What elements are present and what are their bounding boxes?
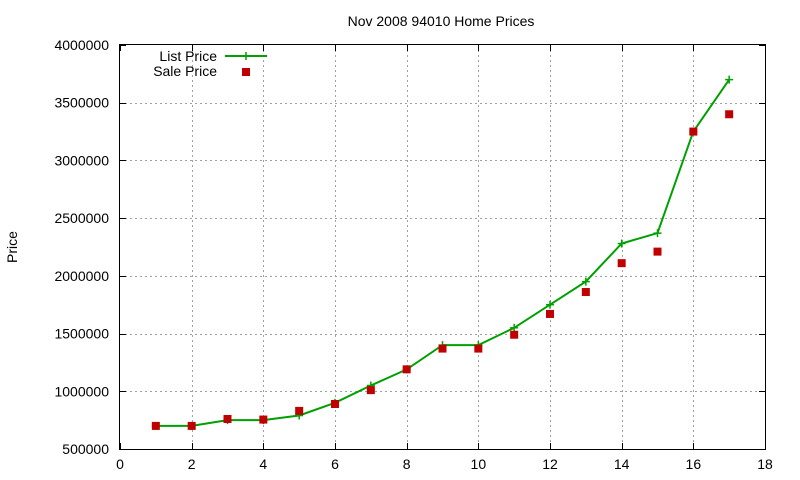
sale-price-point: [259, 415, 268, 424]
sale-price-point: [546, 309, 554, 318]
list-price-point: [653, 229, 662, 238]
plot-frame: [119, 44, 766, 450]
x-tick-label: 10: [471, 456, 487, 472]
list-price-point: [581, 277, 590, 286]
x-tick-label: 4: [259, 456, 267, 472]
y-tick-label: 1000000: [54, 383, 109, 399]
x-tick-label: 16: [686, 456, 702, 472]
sale-price-point: [366, 386, 375, 395]
y-tick-label: 4000000: [54, 37, 109, 53]
y-tick-label: 3500000: [54, 95, 109, 111]
y-tick-label: 1500000: [54, 326, 109, 342]
legend-sample-list-price: [225, 52, 267, 60]
legend-label-sale-price: Sale Price: [153, 63, 217, 79]
legend: List Price Sale Price: [153, 48, 267, 79]
sale-price-point: [617, 259, 626, 268]
sale-price-point: [474, 344, 483, 353]
sale-price-point: [223, 414, 232, 423]
sale-price-point: [725, 110, 734, 119]
sale-price-point: [187, 421, 196, 430]
legend-sale-marker: [242, 68, 250, 76]
legend-list-marker: [242, 52, 250, 60]
y-tick-labels: 500000 1000000 1500000 2000000 2500000 300000…: [54, 37, 109, 457]
legend-sample-sale-price: [242, 68, 250, 76]
list-price-point: [510, 323, 519, 332]
x-tick-labels: 0 2 4 6 8 10 12 14 16 18: [116, 456, 773, 472]
x-tick-label: 2: [188, 456, 196, 472]
y-axis-label: Price: [4, 231, 20, 263]
sale-price-point: [510, 330, 519, 339]
legend-label-list-price: List Price: [159, 48, 217, 64]
list-price-point: [725, 75, 734, 84]
sale-price-point: [689, 127, 698, 136]
x-tick-label: 0: [116, 456, 124, 472]
list-price-line: [155, 79, 731, 427]
x-tick-label: 14: [614, 456, 630, 472]
x-tick-label: 18: [757, 456, 773, 472]
y-tick-label: 3000000: [54, 152, 109, 168]
series-layer: [151, 75, 734, 430]
sale-price-point: [151, 421, 160, 430]
y-tick-label: 2500000: [54, 210, 109, 226]
x-tick-label: 12: [542, 456, 558, 472]
sale-price-point: [653, 247, 662, 256]
list-price-point: [617, 239, 626, 248]
y-tick-label: 500000: [62, 441, 109, 457]
chart-title: Nov 2008 94010 Home Prices: [348, 13, 535, 29]
sale-price-point: [402, 365, 411, 374]
list-price-point: [546, 300, 554, 309]
axis-ticks: [120, 45, 766, 450]
y-tick-label: 2000000: [54, 268, 109, 284]
sale-price-point: [331, 399, 339, 408]
sale-price-point: [438, 344, 447, 353]
x-tick-label: 8: [403, 456, 411, 472]
sale-price-point: [581, 288, 590, 297]
grid-lines: [120, 45, 765, 449]
sale-price-point: [295, 406, 304, 415]
x-tick-label: 6: [331, 456, 339, 472]
